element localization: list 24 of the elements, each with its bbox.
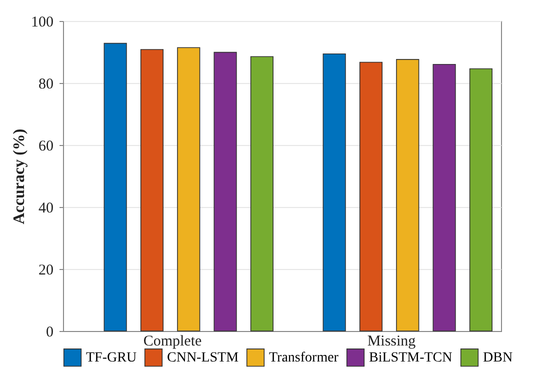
bar xyxy=(359,62,383,332)
bar xyxy=(250,56,274,332)
y-tick-label: 60 xyxy=(38,138,54,154)
y-tick-label: 80 xyxy=(38,76,54,92)
y-tick-label: 40 xyxy=(38,200,54,216)
bar xyxy=(396,59,420,332)
legend-label: BiLSTM-TCN xyxy=(369,350,452,366)
legend-label: DBN xyxy=(483,350,513,366)
legend-label: TF-GRU xyxy=(86,350,137,366)
x-tick-label: Complete xyxy=(143,334,202,350)
y-tick-label: 100 xyxy=(31,14,54,30)
legend-label: Transformer xyxy=(269,350,339,366)
bar xyxy=(214,52,237,332)
y-axis-title: Accuracy (%) xyxy=(11,128,28,224)
legend-label: CNN-LSTM xyxy=(167,350,240,366)
y-tick-label: 0 xyxy=(46,324,54,340)
bar xyxy=(104,42,127,332)
bar xyxy=(432,64,456,332)
bar xyxy=(140,49,164,332)
bar xyxy=(322,53,346,332)
x-tick-label: Missing xyxy=(367,334,416,350)
y-tick-label: 20 xyxy=(38,262,54,278)
bar xyxy=(469,68,492,332)
bar xyxy=(177,47,200,332)
